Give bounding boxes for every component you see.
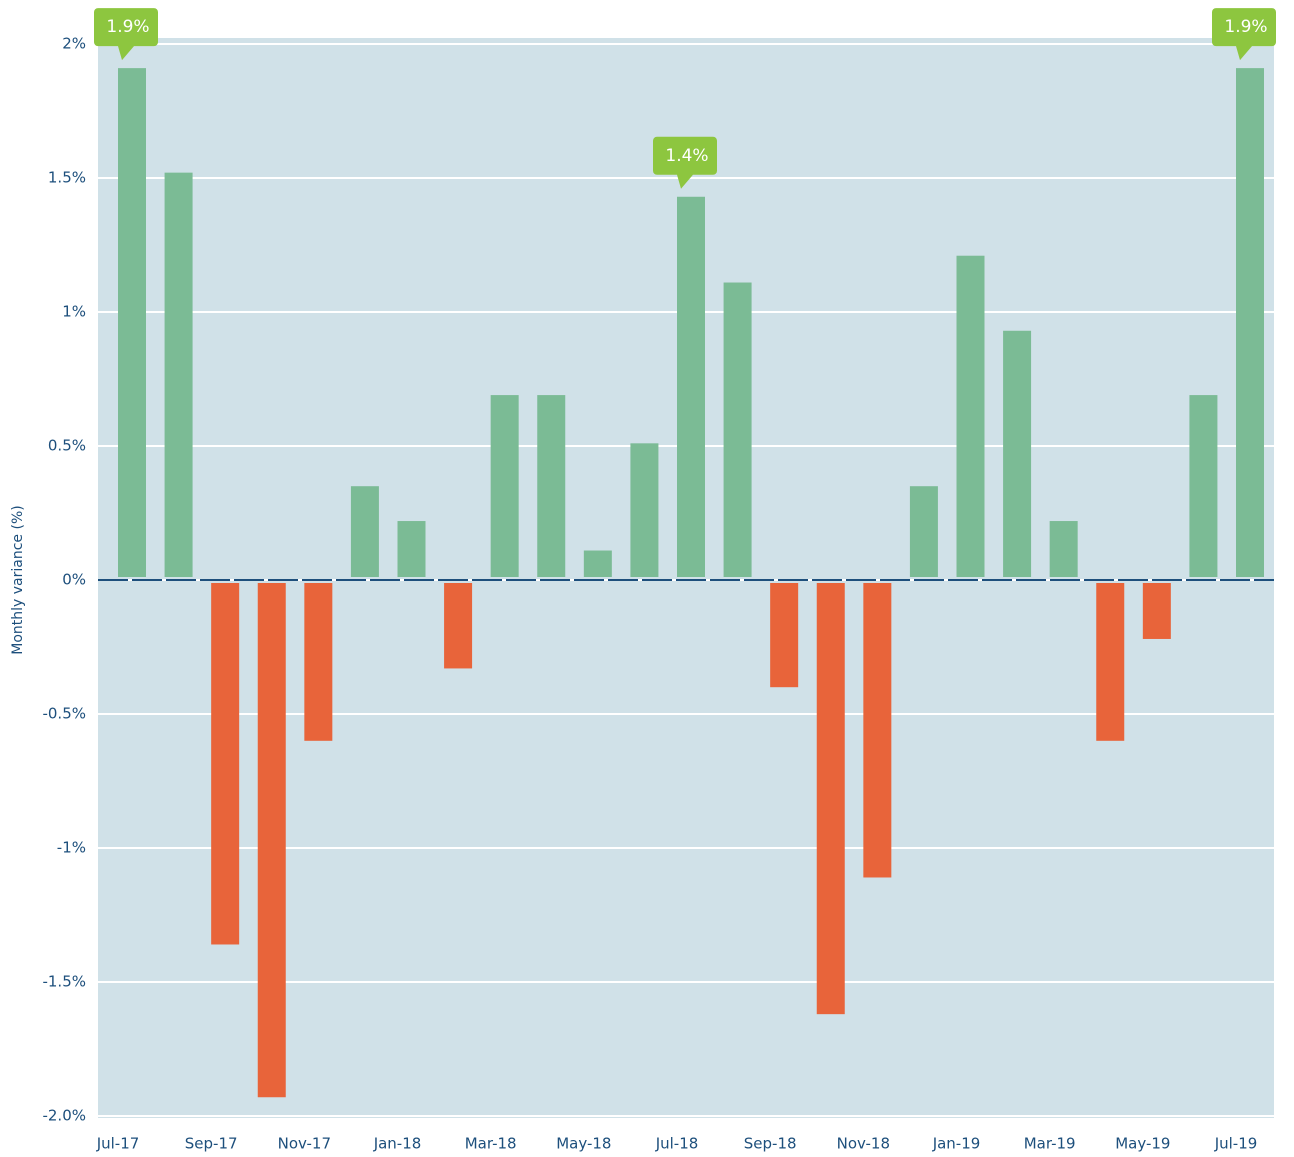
bar xyxy=(630,443,659,577)
y-tick-label: 1% xyxy=(62,303,86,321)
x-tick-label: Jan-19 xyxy=(932,1135,981,1153)
bar xyxy=(118,68,146,578)
bar xyxy=(1003,330,1032,577)
y-axis-label: Monthly variance (%) xyxy=(10,505,26,654)
bar xyxy=(677,196,705,577)
bar xyxy=(583,550,612,577)
bar xyxy=(397,521,426,577)
bar xyxy=(863,583,892,878)
bar xyxy=(1096,583,1125,741)
x-tick-label: May-19 xyxy=(1115,1135,1170,1153)
x-tick-label: May-18 xyxy=(556,1135,611,1153)
callout-box xyxy=(1212,8,1276,61)
bar xyxy=(770,583,799,688)
y-tick-label: 0.5% xyxy=(48,437,86,455)
x-tick-label: Mar-18 xyxy=(465,1135,517,1153)
callout-text: 1.4% xyxy=(665,146,708,166)
y-tick-label: -0.5% xyxy=(42,705,86,723)
bar xyxy=(1236,68,1264,578)
y-tick-label: -1% xyxy=(57,839,86,857)
bar xyxy=(490,395,519,577)
y-tick-label: 0% xyxy=(62,571,86,589)
callout-box xyxy=(653,136,717,189)
x-tick-label: Nov-17 xyxy=(278,1135,331,1153)
y-tick-label: 1.5% xyxy=(48,169,86,187)
y-tick-label: 2% xyxy=(62,35,86,53)
bar xyxy=(537,395,566,577)
x-tick-label: Nov-18 xyxy=(837,1135,890,1153)
x-tick-label: Jan-18 xyxy=(373,1135,422,1153)
y-tick-label: -1.5% xyxy=(42,973,86,991)
callout-box xyxy=(94,8,158,61)
x-tick-label: Jul-17 xyxy=(96,1135,140,1153)
bar xyxy=(350,486,379,577)
bar xyxy=(909,486,938,577)
bar xyxy=(211,583,240,945)
callout-text: 1.9% xyxy=(106,17,149,37)
bar xyxy=(1142,583,1171,639)
x-tick-label: Jul-19 xyxy=(1214,1135,1258,1153)
bar xyxy=(1049,521,1078,577)
bar xyxy=(444,583,473,669)
x-tick-label: Sep-18 xyxy=(744,1135,797,1153)
x-tick-label: Jul-18 xyxy=(655,1135,699,1153)
bar xyxy=(956,255,985,577)
bar xyxy=(1189,395,1218,577)
y-tick-label: -2.0% xyxy=(42,1107,86,1125)
bar xyxy=(304,583,333,741)
callout-text: 1.9% xyxy=(1224,17,1267,37)
x-tick-label: Mar-19 xyxy=(1024,1135,1076,1153)
bar xyxy=(816,583,845,1015)
x-tick-label: Sep-17 xyxy=(185,1135,238,1153)
bar xyxy=(723,282,752,577)
bar xyxy=(164,172,193,577)
bar xyxy=(257,583,286,1098)
